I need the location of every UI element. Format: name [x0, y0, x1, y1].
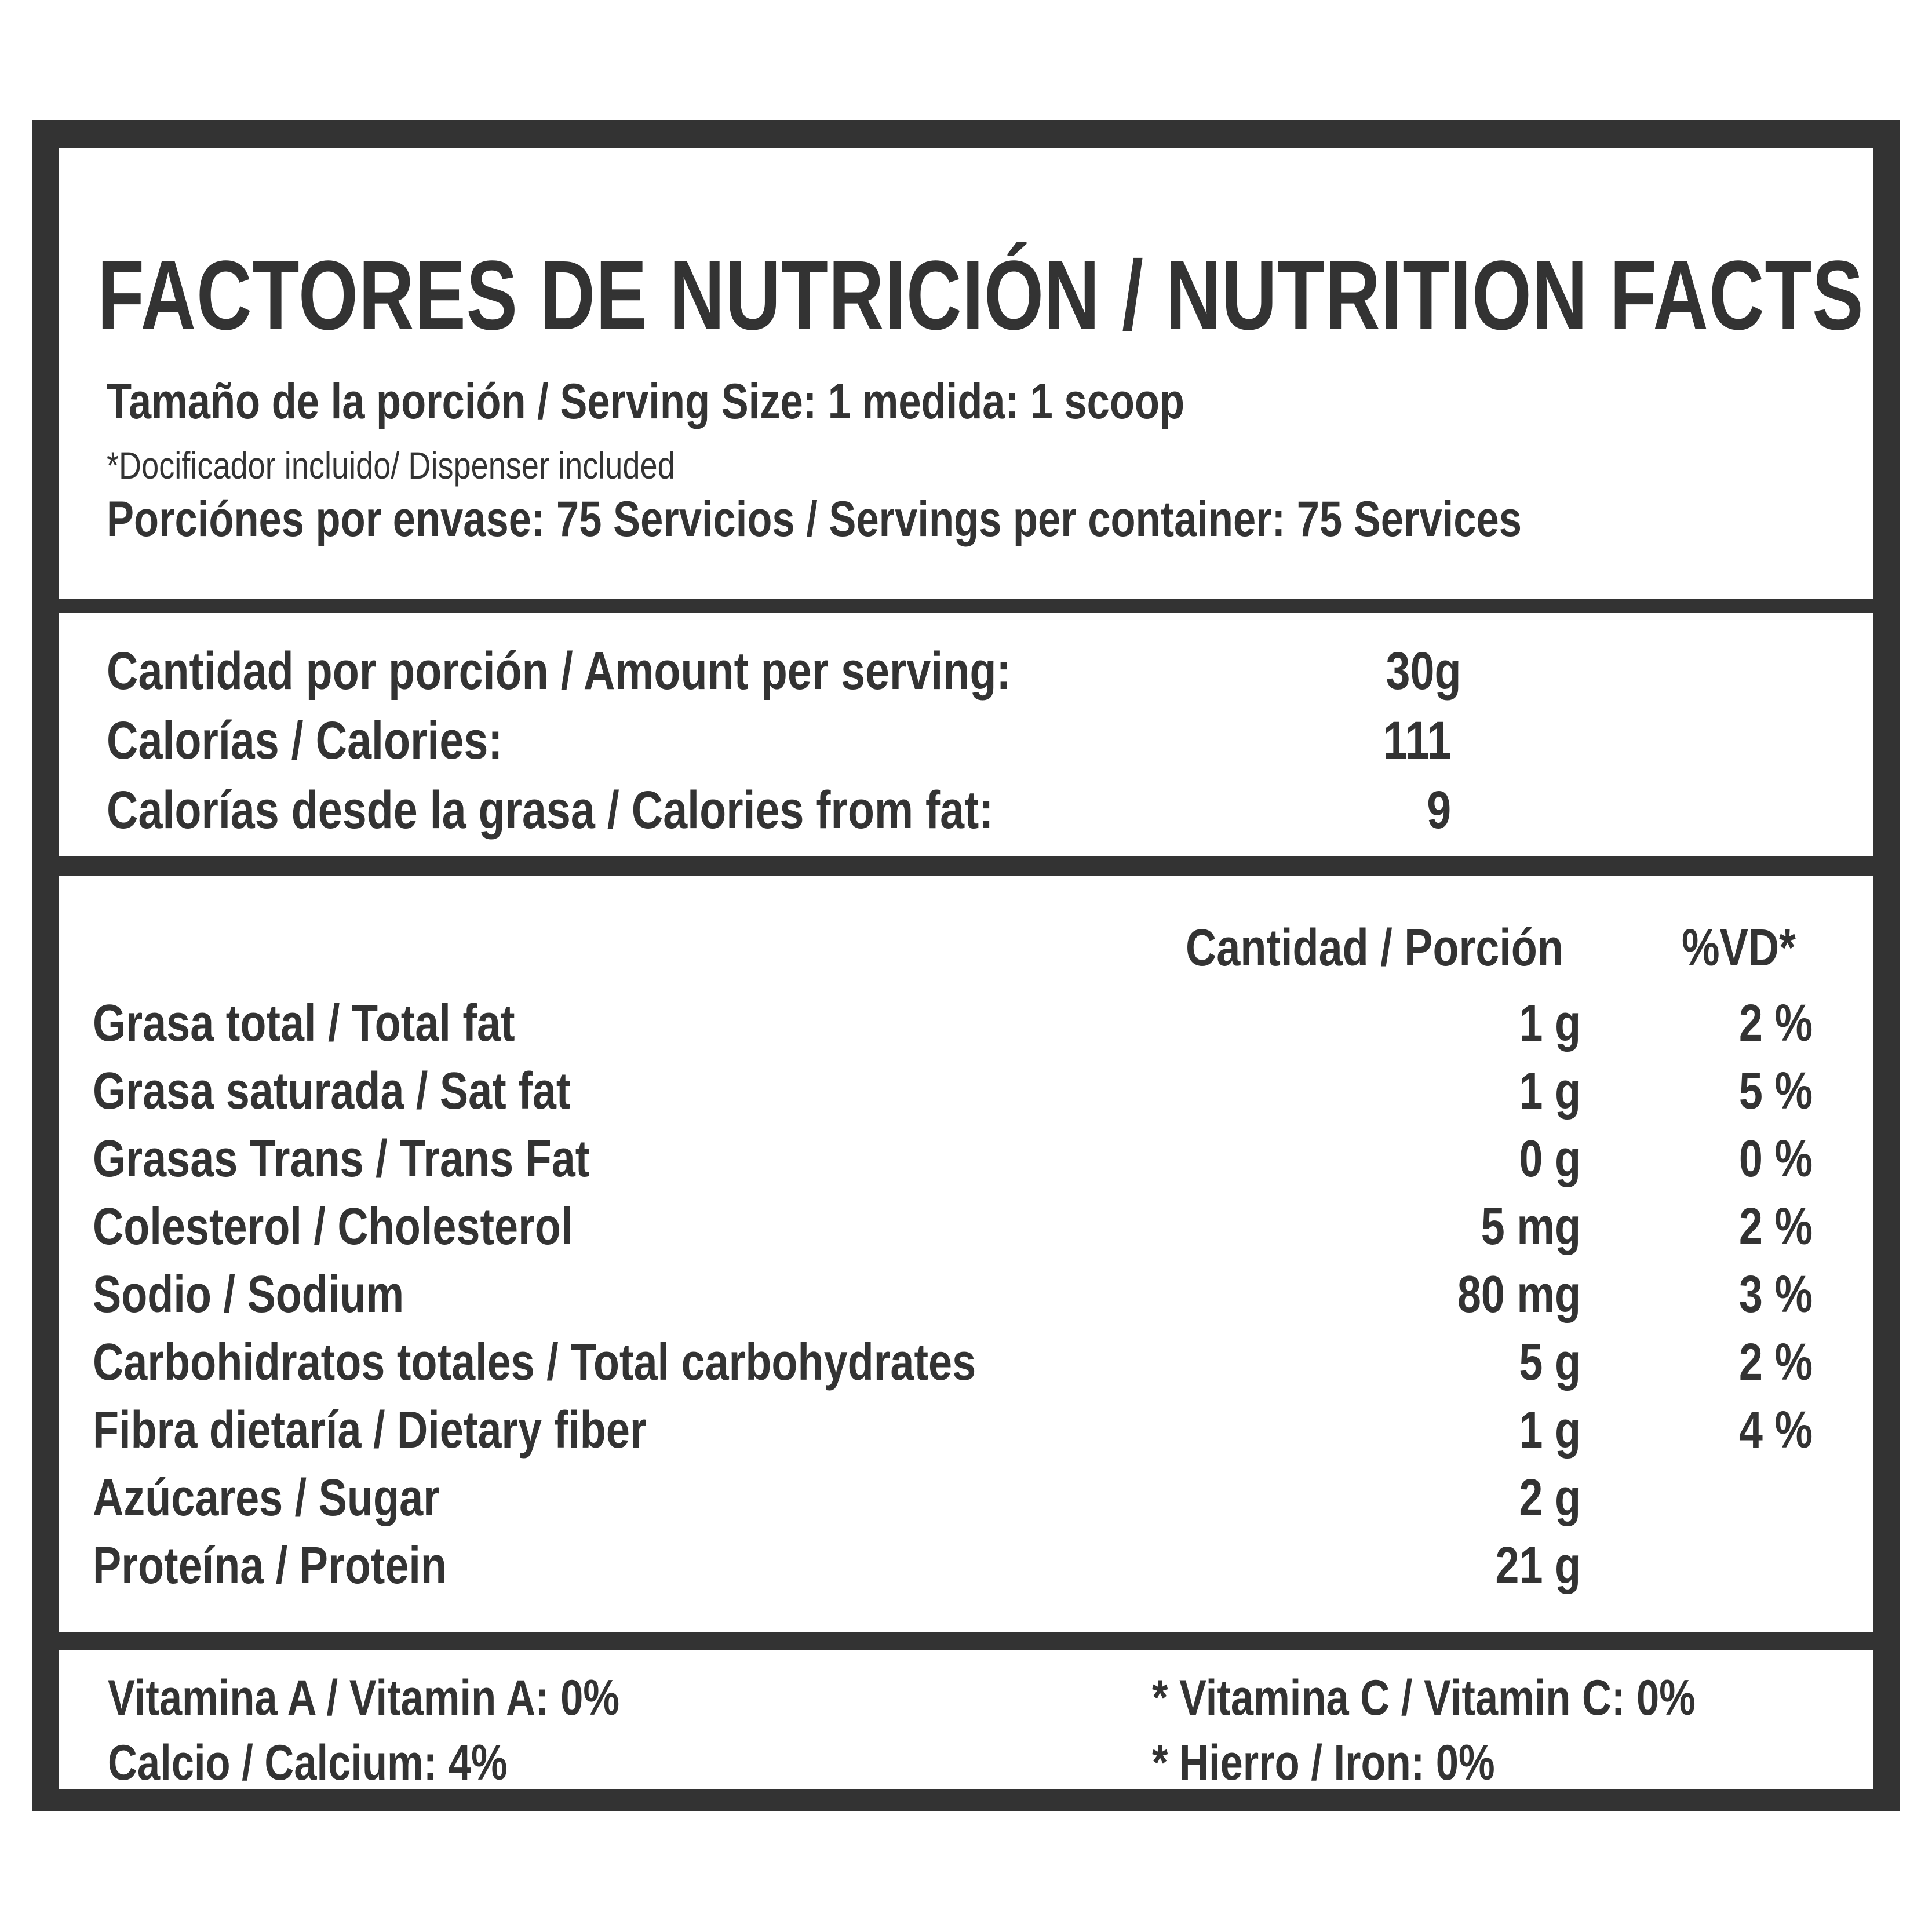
nutrient-dv: 2 % — [1738, 1198, 1813, 1256]
nutrient-amount: 80 mg — [1457, 1266, 1581, 1324]
nutrient-amount: 5 g — [1519, 1333, 1581, 1391]
label-title: FACTORES DE NUTRICIÓN / NUTRITION FACTS — [97, 240, 1864, 351]
nutrient-dv: 3 % — [1738, 1266, 1813, 1324]
nutrient-dv: 5 % — [1738, 1062, 1813, 1120]
nutrient-name: Grasas Trans / Trans Fat — [93, 1130, 590, 1188]
column-header-amount: Cantidad / Porción — [1186, 919, 1563, 977]
column-header-dv: %VD* — [1682, 919, 1796, 977]
nutrition-label: FACTORES DE NUTRICIÓN / NUTRITION FACTS … — [32, 120, 1900, 1811]
vitamin-a: Vitamina A / Vitamin A: 0% — [108, 1670, 620, 1726]
calories-section: Cantidad por porción / Amount per servin… — [59, 613, 1873, 856]
calcium: Calcio / Calcium: 4% — [108, 1735, 508, 1791]
nutrient-amount: 1 g — [1519, 1062, 1581, 1120]
vitamins-section: Vitamina A / Vitamin A: 0% Calcio / Calc… — [59, 1650, 1873, 1789]
nutrient-dv: 2 % — [1738, 994, 1813, 1052]
nutrient-amount: 1 g — [1519, 1401, 1581, 1459]
nutrient-dv: 2 % — [1738, 1333, 1813, 1391]
nutrient-name: Azúcares / Sugar — [93, 1469, 440, 1527]
nutrient-amount: 2 g — [1519, 1469, 1581, 1527]
nutrient-name: Grasa saturada / Sat fat — [93, 1062, 571, 1120]
nutrient-name: Fibra dietaría / Dietary fiber — [93, 1401, 647, 1459]
nutrient-name: Carbohidratos totales / Total carbohydra… — [93, 1333, 976, 1391]
nutrient-name: Sodio / Sodium — [93, 1266, 404, 1324]
calories-from-fat-label: Calorías desde la grasa / Calories from … — [107, 781, 994, 840]
amount-per-serving-label: Cantidad por porción / Amount per servin… — [107, 641, 1011, 701]
nutrient-dv: 4 % — [1738, 1401, 1813, 1459]
nutrient-amount: 5 mg — [1481, 1198, 1581, 1256]
calories-from-fat-value: 9 — [1427, 781, 1451, 840]
nutrient-amount: 1 g — [1519, 994, 1581, 1052]
header-section: FACTORES DE NUTRICIÓN / NUTRITION FACTS … — [59, 148, 1873, 599]
nutrients-section: Cantidad / Porción %VD* Grasa total / To… — [59, 876, 1873, 1632]
servings-per-container: Porciónes por envase: 75 Servicios / Ser… — [107, 491, 1522, 547]
nutrient-amount: 21 g — [1495, 1537, 1581, 1595]
vitamin-c: * Vitamina C / Vitamin C: 0% — [1152, 1670, 1696, 1726]
dispenser-note: *Docificador incluido/ Dispenser include… — [107, 444, 675, 487]
nutrient-name: Grasa total / Total fat — [93, 994, 515, 1052]
nutrient-dv: 0 % — [1738, 1130, 1813, 1188]
calories-value: 111 — [1383, 711, 1451, 770]
calories-label: Calorías / Calories: — [107, 711, 503, 770]
nutrient-name: Colesterol / Cholesterol — [93, 1198, 573, 1256]
iron: * Hierro / Iron: 0% — [1152, 1735, 1495, 1791]
nutrient-name: Proteína / Protein — [93, 1537, 447, 1595]
serving-size: Tamaño de la porción / Serving Size: 1 m… — [107, 374, 1185, 429]
nutrient-amount: 0 g — [1519, 1130, 1581, 1188]
amount-per-serving-value: 30g — [1386, 641, 1461, 701]
